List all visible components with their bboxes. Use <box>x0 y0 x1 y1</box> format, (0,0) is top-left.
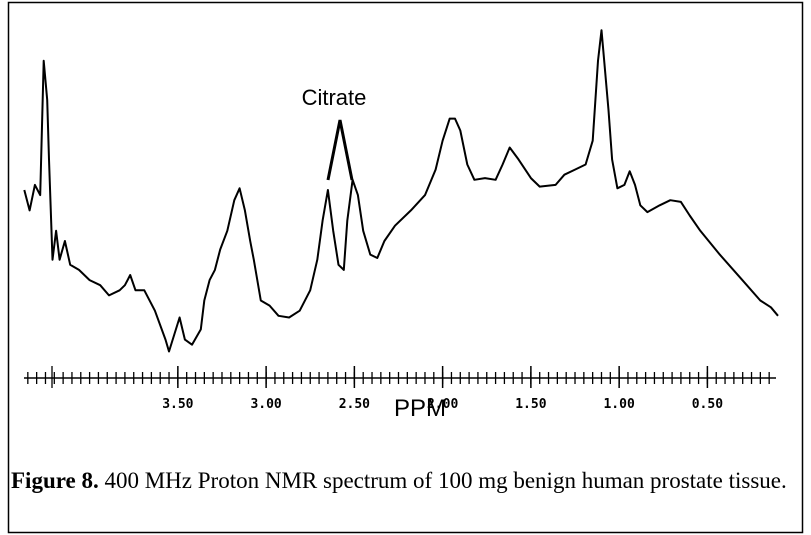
spectrum-line <box>23 29 779 353</box>
x-axis-label: PPM <box>394 395 446 422</box>
caption-text: 400 MHz Proton NMR spectrum of 100 mg be… <box>104 468 787 493</box>
annotation: Citrate <box>302 85 367 110</box>
x-tick-label: 2.00 <box>427 397 458 412</box>
caption-label: Figure 8. <box>11 468 99 493</box>
x-tick-label: 1.00 <box>603 397 634 412</box>
frame <box>7 1 804 534</box>
x-tick-label: 2.50 <box>339 397 370 412</box>
x-tick-label: 0.50 <box>692 397 723 412</box>
annotation-bracket <box>326 119 354 181</box>
x-tick-label: 3.00 <box>250 397 281 412</box>
x-tick-label: 1.50 <box>515 397 546 412</box>
x-tick-label: 3.50 <box>162 397 193 412</box>
caption: Figure 8. 400 MHz Proton NMR spectrum of… <box>11 466 799 496</box>
